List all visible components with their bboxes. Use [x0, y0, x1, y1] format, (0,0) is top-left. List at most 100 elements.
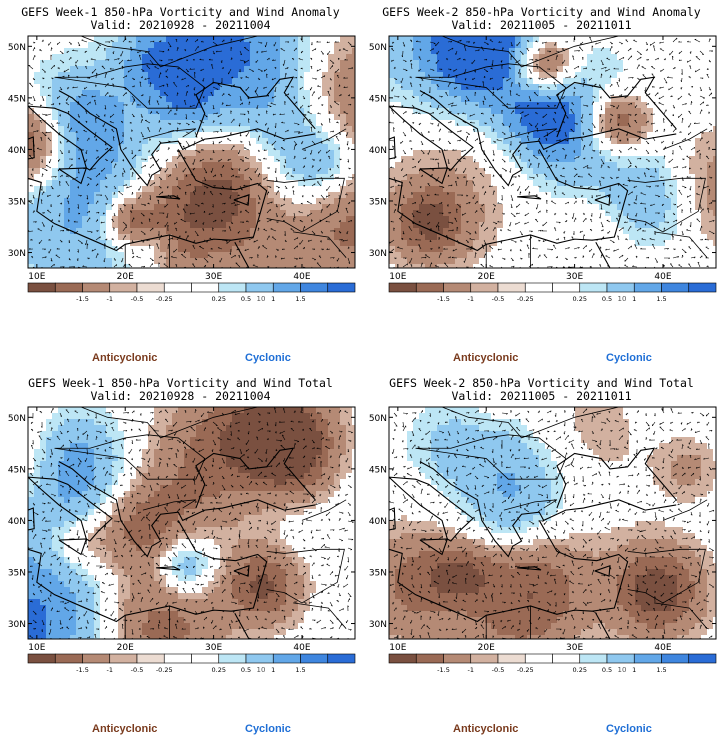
field-cell: [629, 66, 636, 73]
field-cell: [172, 228, 179, 235]
wind-vector: [293, 140, 298, 146]
field-cell: [190, 222, 197, 229]
field-cell: [64, 252, 71, 259]
field-cell: [286, 192, 293, 199]
field-cell: [551, 60, 558, 67]
field-cell: [268, 72, 275, 79]
field-cell: [268, 252, 275, 259]
wind-vector: [326, 149, 331, 154]
coastline: [301, 128, 347, 150]
field-cell: [136, 54, 143, 61]
field-cell: [509, 60, 516, 67]
wind-vector-head: [249, 41, 252, 44]
wind-vector-head: [229, 187, 232, 189]
field-cell: [395, 114, 402, 121]
wind-vector: [293, 245, 298, 250]
field-cell: [677, 36, 684, 43]
field-cell: [250, 96, 257, 103]
wind-vector: [164, 221, 169, 228]
field-cell: [208, 264, 215, 268]
field-cell: [340, 126, 347, 133]
field-cell: [256, 132, 263, 139]
field-cell: [166, 204, 173, 211]
wind-vector-head: [320, 142, 323, 144]
field-cell: [52, 36, 59, 43]
field-cell: [76, 48, 83, 55]
wind-vector: [28, 200, 34, 205]
field-cell: [304, 180, 311, 187]
field-cell: [461, 132, 468, 139]
wind-vector: [226, 138, 232, 142]
field-cell: [491, 60, 498, 67]
wind-vector-head: [88, 210, 91, 213]
field-cell: [527, 126, 534, 133]
field-cell: [346, 96, 353, 103]
field-cell: [280, 150, 287, 157]
field-cell: [76, 84, 83, 91]
field-cell: [160, 228, 167, 235]
wind-vector-head: [330, 106, 332, 108]
field-cell: [352, 264, 355, 268]
field-cell: [304, 228, 311, 235]
wind-vector: [185, 84, 189, 88]
field-cell: [238, 252, 245, 259]
field-cell: [238, 198, 245, 205]
field-cell: [142, 120, 149, 127]
wind-vector: [239, 102, 243, 106]
field-cell: [196, 36, 203, 43]
field-cell: [479, 90, 486, 97]
field-cell: [268, 66, 275, 73]
field-cell: [437, 96, 444, 103]
panel-week1-anomaly: GEFS Week-1 850-hPa Vorticity and Wind A…: [0, 0, 361, 371]
wind-vector: [68, 41, 72, 45]
field-cell: [130, 180, 137, 187]
field-cell: [340, 210, 347, 217]
field-cell: [473, 108, 480, 115]
field-cell: [220, 222, 227, 229]
field-cell: [214, 114, 221, 121]
field-cell: [310, 162, 317, 169]
field-cell: [130, 228, 137, 235]
field-cell: [220, 216, 227, 223]
field-cell: [118, 54, 125, 61]
field-cell: [190, 186, 197, 193]
field-cell: [352, 138, 355, 145]
field-cell: [28, 126, 35, 133]
field-cell: [244, 42, 251, 49]
wind-vector: [255, 59, 259, 63]
field-cell: [401, 108, 408, 115]
wind-vector: [191, 121, 196, 124]
wind-vector: [119, 208, 124, 214]
field-cell: [635, 60, 642, 67]
field-cell: [28, 222, 35, 229]
field-cell: [196, 156, 203, 163]
field-cell: [575, 132, 582, 139]
field-cell: [280, 108, 287, 115]
field-cell: [160, 216, 167, 223]
field-cell: [154, 126, 161, 133]
wind-vector: [113, 58, 120, 61]
wind-vector: [156, 100, 160, 106]
field-cell: [262, 162, 269, 169]
wind-vector-head: [258, 198, 261, 200]
field-cell: [310, 108, 317, 115]
wind-vector: [193, 191, 196, 196]
field-cell: [232, 234, 239, 241]
field-cell: [226, 264, 233, 268]
field-cell: [352, 96, 355, 103]
field-cell: [328, 156, 335, 163]
field-cell: [76, 72, 83, 79]
field-cell: [190, 162, 197, 169]
field-cell: [136, 66, 143, 73]
wind-vector-head: [109, 67, 112, 70]
field-cell: [100, 96, 107, 103]
field-cell: [322, 228, 329, 235]
field-cell: [539, 126, 546, 133]
wind-vector-head: [122, 135, 124, 137]
wind-vector: [149, 59, 154, 65]
field-cell: [581, 84, 588, 91]
field-cell: [76, 186, 83, 193]
wind-vector-head: [153, 182, 156, 185]
field-cell: [346, 180, 353, 187]
field-cell: [593, 54, 600, 61]
